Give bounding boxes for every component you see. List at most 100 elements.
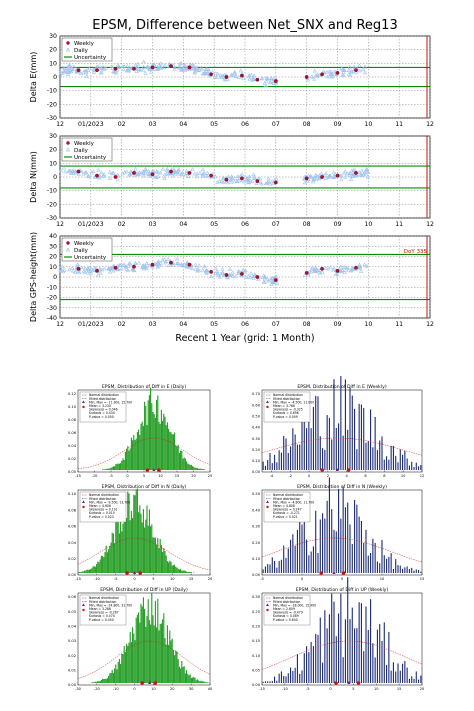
y-tick-label: 0.40 [252,508,261,512]
histogram-bar [324,610,326,683]
histogram-bar [340,518,342,573]
histogram-bar [96,564,98,573]
histogram-bar [139,434,141,470]
histogram-bar [163,613,165,683]
x-tick-label: 0 [301,577,304,581]
histogram-bar [390,445,392,470]
daily-point [363,170,369,175]
y-tick-label: -10 [47,284,57,291]
histogram-bar [262,569,264,573]
daily-point [160,166,166,171]
weekly-point [169,169,173,174]
mode-marker [335,468,339,471]
daily-point [341,73,346,77]
histogram-bar [126,643,128,683]
legend-entry: Min, Max = -18.000, 15.900 [273,603,316,607]
histogram-bar [157,537,159,573]
daily-point [265,76,270,81]
daily-point [302,272,308,277]
daily-point [84,170,89,175]
y-tick-label: 0.00 [252,573,261,577]
histogram-bar [141,606,143,683]
daily-point [339,173,344,178]
histogram-bar [140,603,142,683]
histogram-bar [349,524,351,573]
histogram-bar [102,469,104,470]
y-tick-label: 0.30 [252,525,261,529]
x-tick-label: 06 [241,121,249,128]
daily-point [235,178,240,183]
histogram-bar [153,625,155,683]
daily-point [111,268,116,273]
daily-point [147,66,152,70]
y-tick-label: 20 [49,147,57,154]
daily-point [115,62,121,67]
histogram-bar [141,522,143,573]
daily-point [349,177,354,181]
legend-entry: Min, Max = -9.500, 13.700 [89,500,130,504]
daily-point [325,74,330,79]
daily-point [256,277,261,281]
y-tick-label: 10 [49,264,57,271]
daily-point [274,280,280,285]
histogram-bar [342,435,344,470]
daily-point [81,269,87,273]
histogram-bar [379,624,381,683]
histogram-bar [205,682,207,683]
daily-point [362,64,368,69]
daily-point [200,167,206,172]
daily-point [176,65,182,70]
daily-point [221,180,226,185]
daily-point [347,171,352,175]
daily-point [236,75,242,79]
histogram-bar [415,671,417,683]
legend-entry: Min, Max = -11.300, 15.700 [89,400,132,404]
legend-uncertainty-label: Uncertainty [74,55,107,61]
y-tick-label: 0.12 [68,392,76,396]
y-tick-label: 0.60 [252,403,261,407]
daily-point [109,171,115,176]
daily-point [163,259,169,263]
histogram-bar [322,662,324,683]
weekly-point [335,173,340,178]
histogram-bar [276,567,278,573]
daily-point [347,64,352,69]
daily-point [226,174,231,179]
x-tick-label: 10 [364,321,372,328]
weekly-point [240,73,244,78]
daily-point [75,269,80,274]
histogram-bar [109,673,111,683]
daily-point [327,174,332,178]
daily-point [128,263,134,267]
histogram-bar [365,606,367,683]
daily-point [315,173,321,178]
daily-point [247,77,252,81]
daily-point [125,268,131,273]
histogram-bar [351,544,353,573]
daily-point [133,260,138,265]
histogram-bar [172,434,174,470]
histogram-bar [367,555,369,573]
histogram-bar [267,681,269,683]
daily-point [200,71,206,75]
histogram-bar [415,462,417,470]
mode-marker [347,681,351,684]
histogram-bar [388,631,390,683]
daily-point [193,266,198,271]
x-tick-label: 6 [364,474,367,478]
histogram-bar [315,395,317,470]
histogram-bar [105,678,107,683]
histogram-bar [399,670,401,683]
histogram-bar [174,432,176,470]
histogram-bar [351,395,353,470]
daily-point [119,266,124,271]
daily-point [252,272,258,276]
legend-entry: Min, Max = -4.800, 11.700 [273,500,314,504]
y-tick-label: 0.02 [68,457,76,461]
histogram-bar [372,538,374,573]
daily-point [343,174,348,179]
daily-point [243,174,248,179]
histogram-bar [104,679,106,683]
histogram-bar [196,679,198,683]
histogram-bar [147,400,149,470]
